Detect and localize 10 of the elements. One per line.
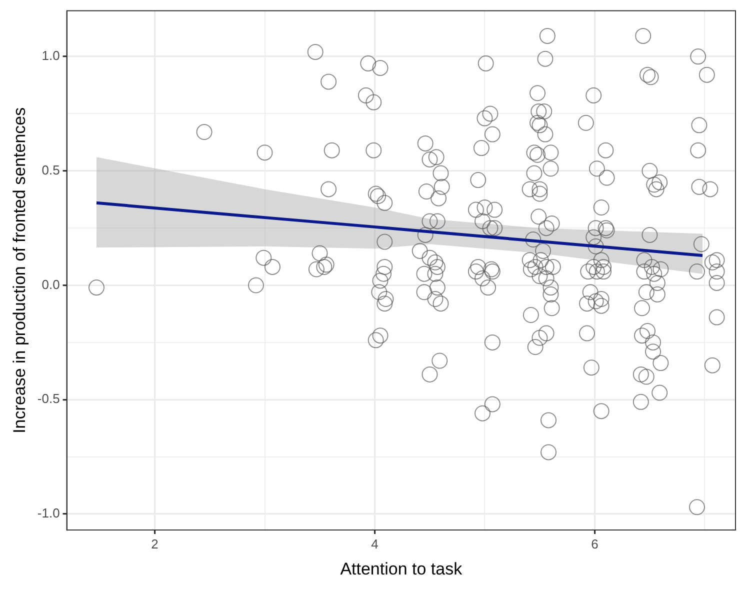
y-tick-label: 1.0 bbox=[42, 48, 60, 64]
x-tick-label: 6 bbox=[591, 536, 598, 552]
y-tick-label: 0.0 bbox=[42, 276, 60, 292]
x-tick-label: 4 bbox=[371, 536, 378, 552]
x-tick-label: 2 bbox=[151, 536, 158, 552]
y-tick-label: -1.0 bbox=[37, 506, 60, 521]
y-tick-label: -0.5 bbox=[37, 391, 60, 406]
y-tick-label: 0.5 bbox=[42, 162, 60, 178]
y-axis-title: Increase in production of fronted sentences bbox=[10, 107, 29, 434]
x-axis-title: Attention to task bbox=[340, 559, 463, 578]
